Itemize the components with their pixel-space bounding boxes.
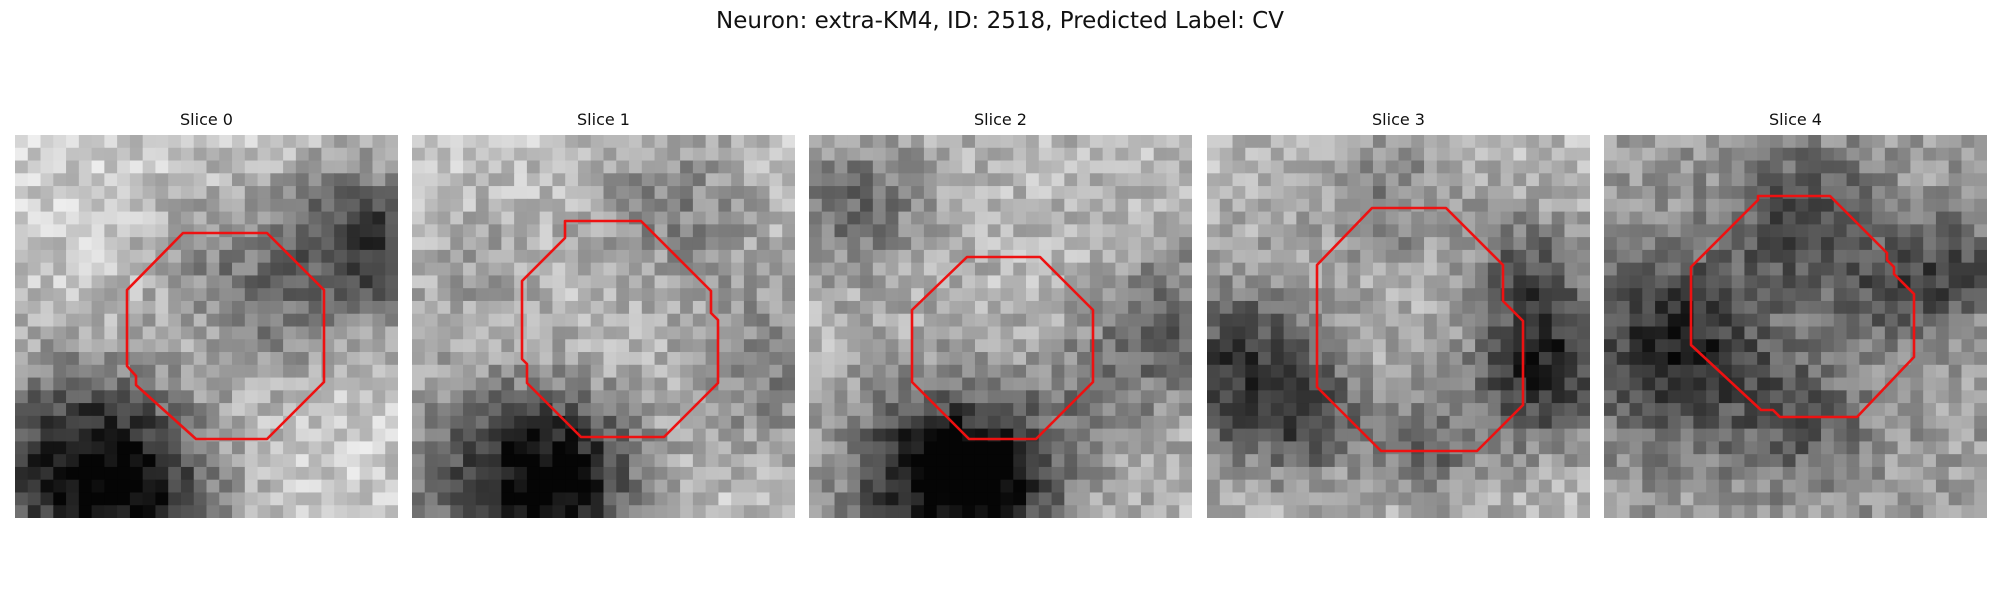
slice-4-image — [1604, 135, 1987, 518]
slice-3-roi-contour — [1315, 206, 1525, 453]
slice-1-roi-contour — [520, 219, 720, 439]
slice-3-image — [1207, 135, 1590, 518]
slice-4-title: Slice 4 — [1769, 110, 1822, 129]
slice-4-roi-contour — [1689, 194, 1916, 419]
slice-2-roi-contour — [910, 255, 1095, 441]
slice-2-title: Slice 2 — [974, 110, 1027, 129]
figure-title: Neuron: extra-KM4, ID: 2518, Predicted L… — [716, 8, 1284, 34]
slice-0-roi-contour — [125, 231, 326, 441]
slice-1-image — [412, 135, 795, 518]
slice-2-image — [809, 135, 1192, 518]
slice-0-title: Slice 0 — [180, 110, 233, 129]
slice-1-title: Slice 1 — [577, 110, 630, 129]
slice-3-title: Slice 3 — [1372, 110, 1425, 129]
slice-0-image — [15, 135, 398, 518]
